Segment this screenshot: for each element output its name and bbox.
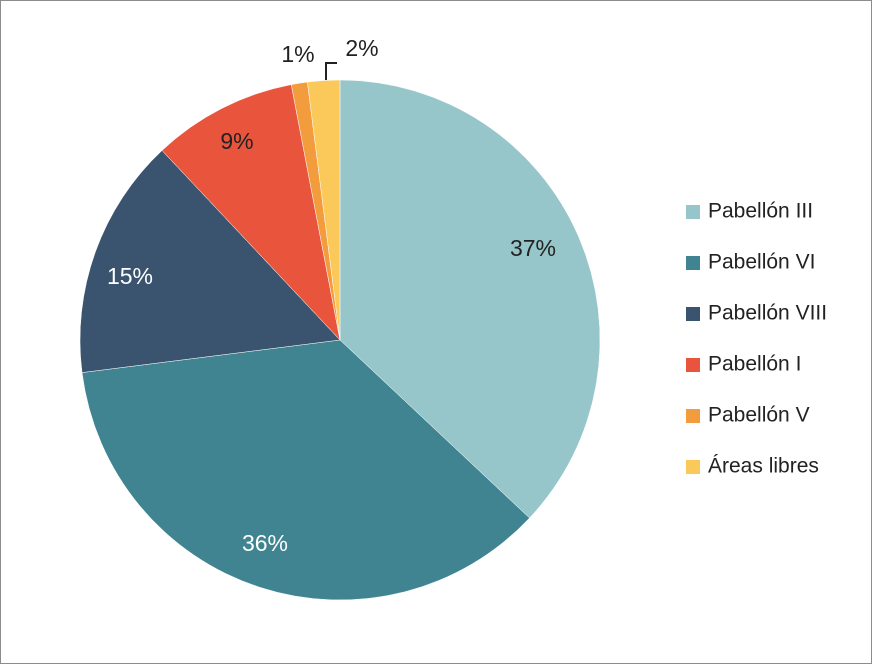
legend-label: Pabellón I — [708, 353, 801, 376]
legend-label: Pabellón VI — [708, 251, 815, 274]
legend-swatch — [686, 307, 700, 321]
data-label: 2% — [345, 35, 378, 61]
pie-slice — [79, 150, 341, 373]
pie-slice — [161, 84, 341, 341]
data-label: 1% — [281, 41, 314, 67]
legend-label: Pabellón V — [708, 404, 810, 427]
pie-slice — [81, 339, 530, 601]
pie-slice — [307, 79, 341, 341]
data-label: 37% — [510, 235, 556, 261]
data-label: 36% — [242, 530, 288, 556]
legend-swatch — [686, 358, 700, 372]
legend-swatch — [686, 205, 700, 219]
leader-line — [325, 62, 337, 80]
legend-swatch — [686, 256, 700, 270]
legend-label: Áreas libres — [708, 455, 819, 478]
pie-slice — [339, 79, 601, 519]
legend-label: Pabellón III — [708, 200, 813, 223]
data-label: 15% — [107, 263, 153, 289]
data-label: 9% — [220, 128, 253, 154]
legend-label: Pabellón VIII — [708, 302, 827, 325]
legend-swatch — [686, 409, 700, 423]
legend-swatch — [686, 460, 700, 474]
